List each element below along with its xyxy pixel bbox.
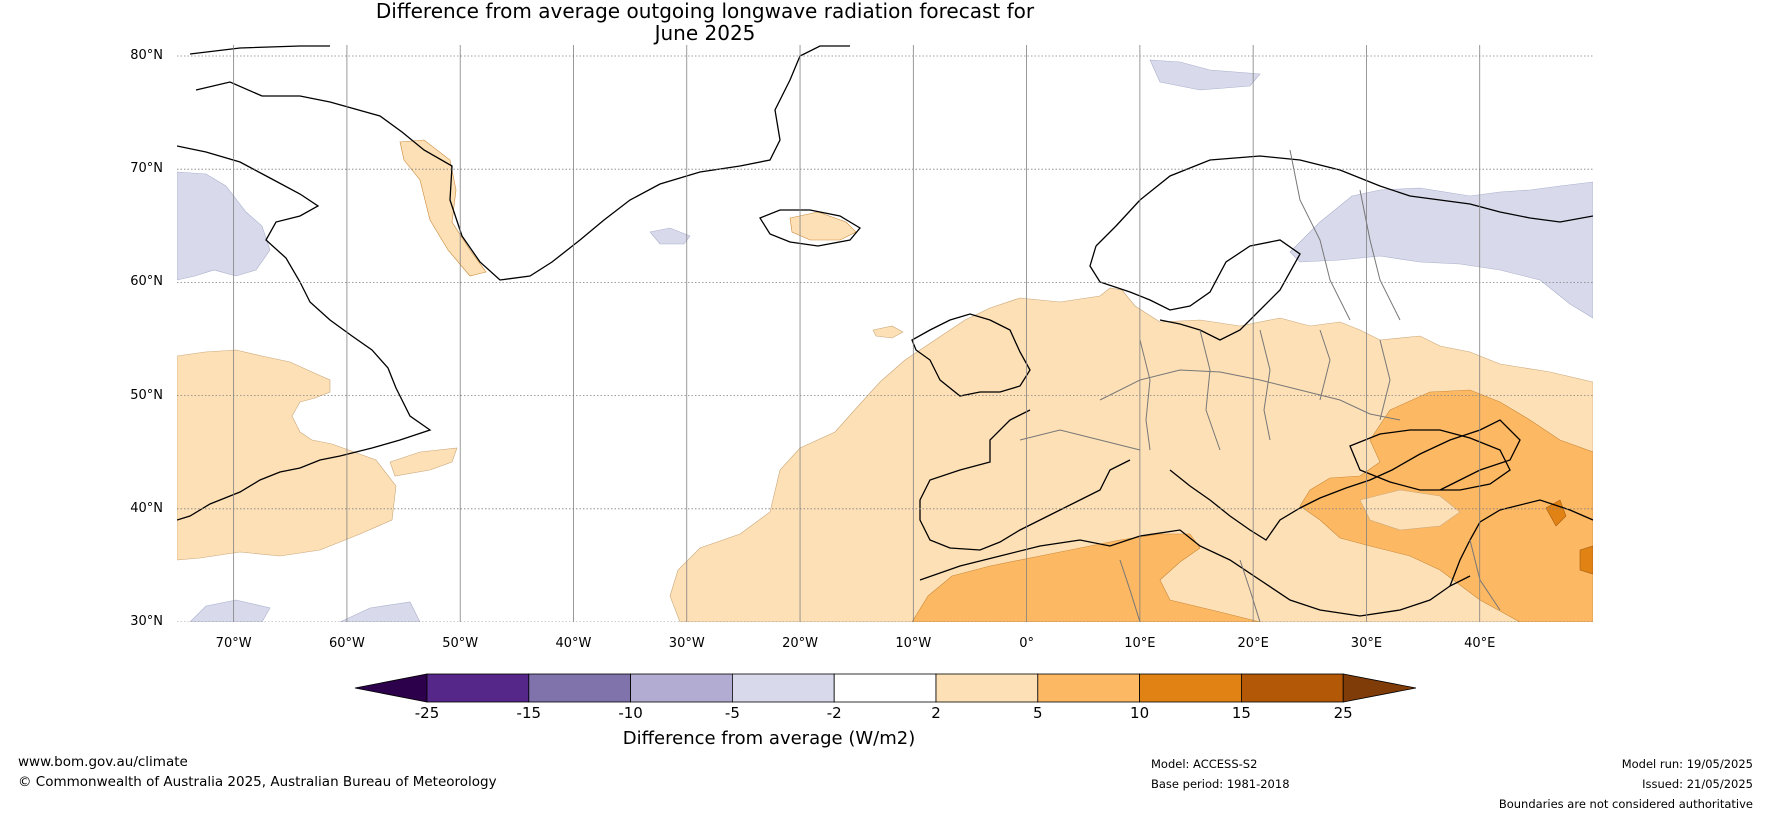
colorbar-bin bbox=[732, 673, 835, 703]
anomaly-region-north-africa-strong bbox=[911, 533, 1261, 622]
colorbar-tick-label: 25 bbox=[1333, 704, 1353, 722]
colorbar-tick-label: -15 bbox=[516, 704, 542, 722]
colorbar-bin bbox=[833, 673, 937, 703]
longitude-label: 40°E bbox=[1464, 636, 1496, 651]
anomaly-region-north-america-east bbox=[177, 349, 397, 561]
anomaly-region-iceland bbox=[789, 211, 857, 241]
footer-disclaimer: Boundaries are not considered authoritat… bbox=[1498, 797, 1753, 811]
longitude-label: 60°W bbox=[328, 636, 365, 651]
latitude-label: 50°N bbox=[130, 387, 163, 403]
coastline-iceland bbox=[759, 209, 861, 247]
longitude-label: 20°W bbox=[782, 636, 818, 651]
colorbar-bin bbox=[1037, 673, 1141, 703]
title-line-1: Difference from average outgoing longwav… bbox=[375, 0, 1035, 23]
anomaly-region-south-negative bbox=[189, 599, 421, 622]
coastline-middle-east bbox=[1449, 499, 1593, 587]
coastline-canada-arctic bbox=[177, 145, 432, 521]
anomaly-region-greenland-coast bbox=[399, 139, 487, 277]
coastline-mediterranean-africa bbox=[919, 529, 1471, 617]
longitude-label: 10°E bbox=[1124, 636, 1156, 651]
latitude-label: 60°N bbox=[130, 274, 163, 290]
anomaly-region-labrador-negative bbox=[177, 171, 271, 281]
footer-copyright: © Commonwealth of Australia 2025, Austra… bbox=[18, 774, 497, 790]
colorbar-over-triangle bbox=[1342, 673, 1417, 703]
longitude-label: 0° bbox=[1019, 636, 1034, 651]
colorbar-tick-label: 15 bbox=[1231, 704, 1251, 722]
colorbar-label-wrap: Difference from average (W/m2) bbox=[0, 728, 1770, 749]
latitude-label: 70°N bbox=[130, 161, 163, 177]
coastline-british-isles bbox=[911, 313, 1031, 397]
colorbar-tick-label: -10 bbox=[618, 704, 643, 722]
anomaly-region-turkey-strong bbox=[1359, 489, 1461, 531]
colorbar-bin bbox=[426, 673, 530, 703]
colorbar-tick-label: 10 bbox=[1130, 704, 1150, 722]
longitude-label: 30°W bbox=[668, 636, 705, 651]
longitude-label: 20°E bbox=[1237, 636, 1269, 651]
map-plot-area bbox=[177, 45, 1593, 622]
footer-model: Model: ACCESS-S2 bbox=[1151, 757, 1258, 771]
longitude-label: 30°E bbox=[1350, 636, 1383, 651]
latitude-label: 40°N bbox=[130, 500, 163, 516]
anomaly-region-caspian-peak bbox=[1579, 545, 1593, 575]
colorbar-bin bbox=[935, 673, 1039, 703]
colorbar-bin bbox=[1241, 673, 1344, 703]
anomaly-region-atlantic-patch bbox=[389, 447, 458, 477]
colorbar-tick-label: -2 bbox=[826, 704, 842, 722]
coastline-norway-sweden bbox=[1089, 239, 1301, 341]
footer-model-run: Model run: 19/05/2025 bbox=[1621, 757, 1753, 771]
coastline-greenland bbox=[189, 45, 850, 281]
coastlines bbox=[177, 45, 1593, 617]
coastline-black-sea bbox=[1349, 429, 1511, 491]
colorbar-bin bbox=[630, 673, 733, 703]
colorbar-tick-label: 2 bbox=[931, 704, 941, 722]
longitude-label: 50°W bbox=[442, 636, 479, 651]
latitude-label: 30°N bbox=[130, 614, 163, 629]
title-line-2: June 2025 bbox=[654, 21, 756, 45]
colorbar-label: Difference from average (W/m2) bbox=[622, 728, 916, 749]
anomaly-region-atlantic-small bbox=[872, 325, 904, 339]
colorbar-tick-label: -25 bbox=[414, 704, 440, 722]
graticule bbox=[177, 45, 1593, 622]
colorbar-under-triangle bbox=[354, 673, 428, 703]
colorbar-bin bbox=[1139, 673, 1242, 703]
colorbar-tick-label: -5 bbox=[724, 704, 740, 722]
latitude-label: 80°N bbox=[130, 48, 163, 63]
longitude-label: 70°W bbox=[215, 636, 252, 651]
colorbar-tick-label: 5 bbox=[1033, 704, 1043, 722]
longitude-label: 40°W bbox=[555, 636, 592, 651]
footer-base-period: Base period: 1981-2018 bbox=[1151, 777, 1290, 791]
longitude-label: 10°W bbox=[895, 636, 932, 651]
footer-issued: Issued: 21/05/2025 bbox=[1642, 777, 1753, 791]
coastline-iberia-france bbox=[919, 409, 1131, 551]
coastline-europe-west bbox=[1095, 155, 1593, 247]
colorbar-bin bbox=[528, 673, 631, 703]
coastline-italy-balkans bbox=[1169, 419, 1521, 541]
anomaly-region-greenland-sea-negative bbox=[1149, 59, 1261, 91]
chart-title: Difference from average outgoing longwav… bbox=[0, 0, 1410, 44]
footer-website: www.bom.gov.au/climate bbox=[18, 754, 188, 770]
